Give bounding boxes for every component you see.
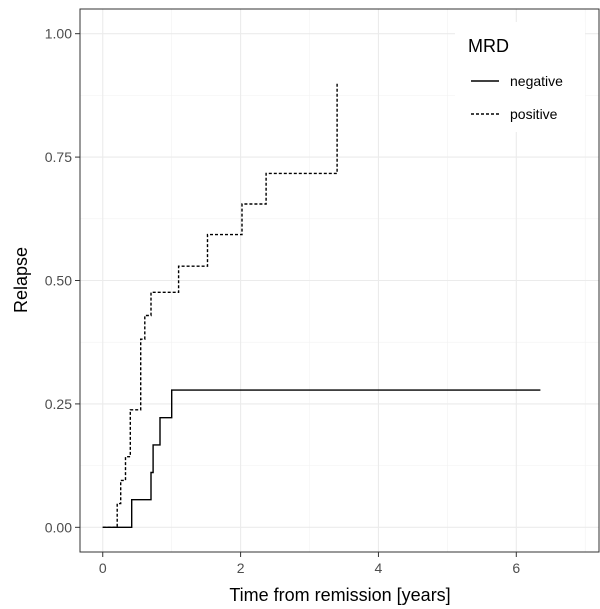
legend: MRD negative positive — [455, 22, 585, 132]
y-axis-ticks: 0.00 0.25 0.50 0.75 1.00 — [45, 26, 80, 535]
legend-label-positive: positive — [510, 106, 558, 122]
x-axis-ticks: 0 2 4 6 — [99, 552, 520, 576]
x-tick-label: 4 — [375, 560, 383, 576]
x-tick-label: 6 — [512, 560, 520, 576]
legend-label-negative: negative — [510, 73, 563, 89]
major-gridlines — [80, 9, 599, 552]
y-tick-label: 0.00 — [45, 519, 72, 535]
legend-title: MRD — [468, 36, 509, 56]
y-tick-label: 0.25 — [45, 396, 72, 412]
x-tick-label: 2 — [237, 560, 245, 576]
series-line-negative — [102, 389, 541, 528]
y-tick-label: 1.00 — [45, 26, 72, 42]
y-tick-label: 0.75 — [45, 149, 72, 165]
x-tick-label: 0 — [99, 560, 107, 576]
series-layer — [102, 83, 541, 528]
y-tick-label: 0.50 — [45, 273, 72, 289]
legend-items: negative positive — [471, 73, 563, 122]
x-axis-title: Time from remission [years] — [229, 585, 450, 605]
y-axis-title: Relapse — [11, 247, 31, 313]
series-line-positive — [102, 83, 338, 528]
